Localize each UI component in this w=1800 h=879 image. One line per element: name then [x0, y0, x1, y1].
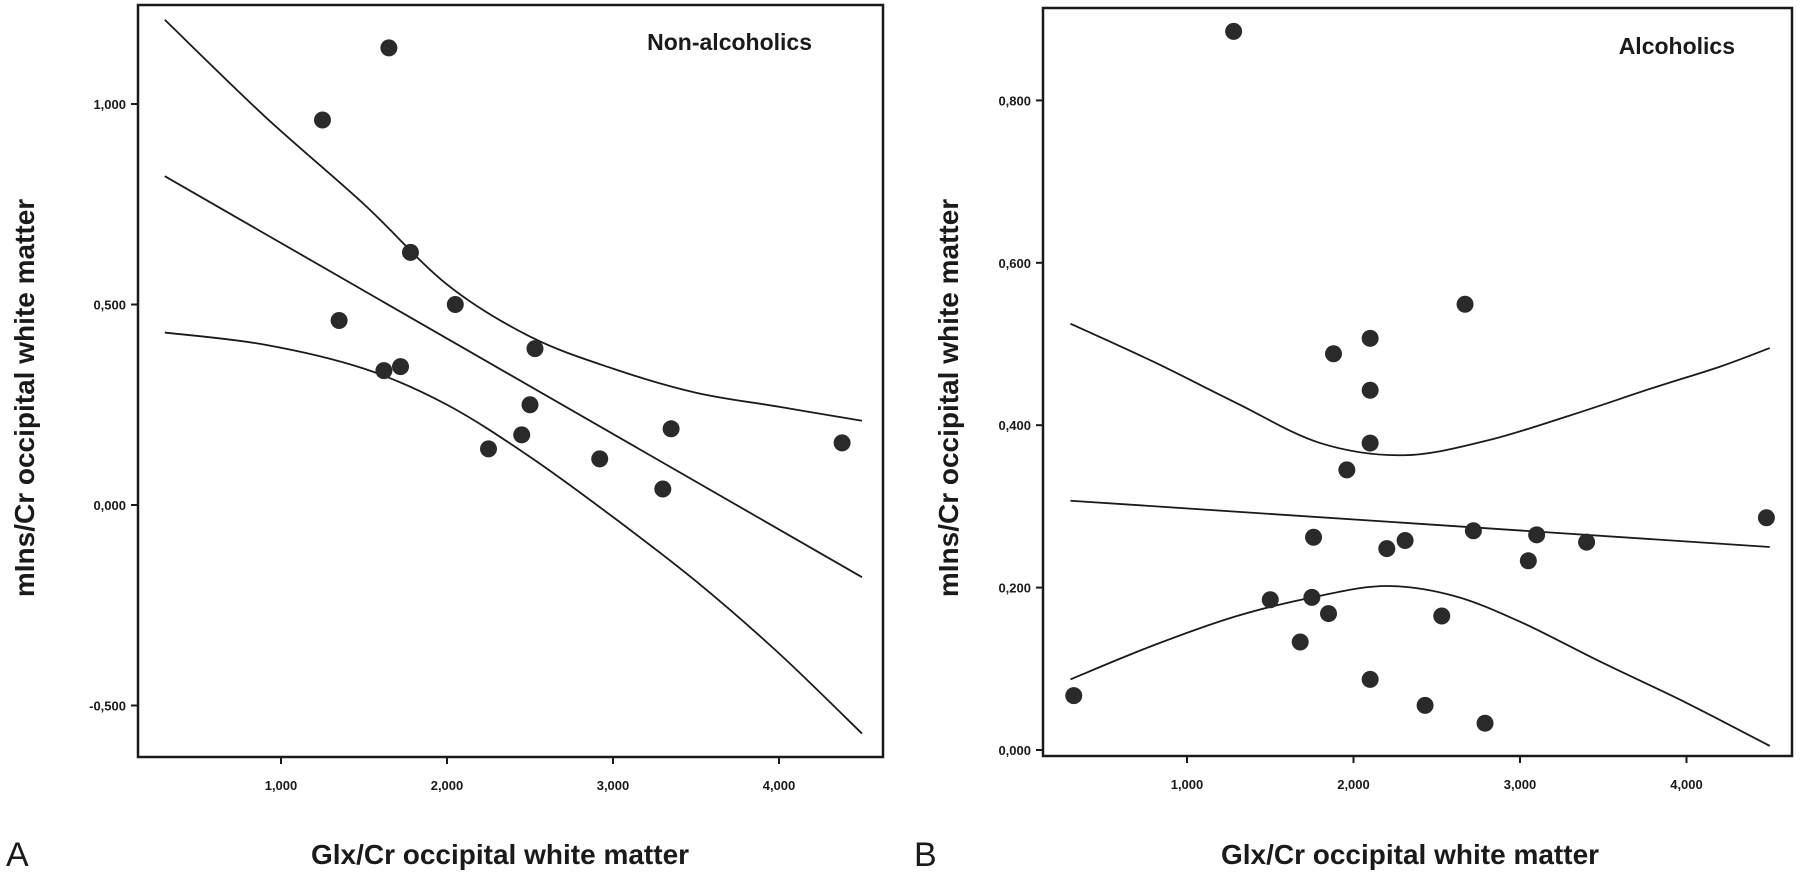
panel-a-y-tick-label: 0,000: [93, 498, 126, 513]
panel-b-data-point: [1261, 591, 1279, 609]
panel-b-data-point: [1416, 696, 1434, 714]
panel-b-y-tick-label: 0,000: [998, 743, 1031, 758]
panel-a-data-point: [314, 111, 331, 129]
panel-b-y-tick-label: 0,800: [998, 93, 1031, 108]
plot-frame-a: [136, 3, 885, 759]
panel-b-data-point: [1757, 509, 1775, 527]
panel-b-y-tick-label: 0,600: [998, 256, 1031, 271]
panel-b-data-point: [1320, 605, 1338, 623]
panel-a-x-tick-label: 3,000: [597, 778, 630, 793]
panel-a-y-tick-label: -0,500: [89, 699, 126, 714]
panel-b-data-point: [1396, 532, 1414, 550]
panel-b-data-point: [1291, 633, 1309, 651]
panel-b-data-point: [1338, 461, 1356, 479]
panel-a-data-point: [375, 362, 393, 380]
panel-a-data-point: [662, 420, 680, 438]
panel-b-alcoholics: Alcoholics mIns/Cr occipital white matte…: [914, 6, 1794, 874]
panel-a-data-point: [521, 396, 539, 414]
panel-b-data-point: [1361, 670, 1379, 688]
plot-frame-b: [1041, 6, 1794, 758]
panel-b-x-tick-label: 1,000: [1171, 777, 1204, 792]
panel-b-x-tick-label: 4,000: [1670, 777, 1703, 792]
panel-b-title: Alcoholics: [1619, 33, 1735, 59]
panel-b-data-point: [1456, 295, 1474, 313]
panel-b-data-point: [1361, 381, 1379, 399]
panel-b-ci-lower-curve: [1070, 585, 1771, 747]
panel-b-data-point: [1476, 714, 1494, 732]
panel-b-y-axis-label: mIns/Cr occipital white matter: [933, 199, 964, 597]
panel-b-data-point: [1225, 22, 1243, 40]
panel-b-data-point: [1305, 528, 1323, 546]
panel-b-label: B: [914, 836, 937, 874]
panel-a-title: Non-alcoholics: [647, 29, 812, 55]
panel-b-y-tick-label: 0,200: [998, 581, 1031, 596]
panel-b-data-point: [1578, 533, 1596, 551]
panel-b-data-point: [1361, 434, 1379, 452]
panel-a-data-point: [446, 296, 464, 313]
panel-b-ci-upper-curve: [1070, 322, 1771, 457]
panel-a-ci-lower-curve: [164, 331, 863, 735]
panel-b-x-tick-label: 3,000: [1504, 777, 1537, 792]
panel-b-data-point: [1433, 607, 1451, 625]
panel-b-x-axis-label: Glx/Cr occipital white matter: [1221, 839, 1599, 870]
panel-b-data-point: [1303, 588, 1321, 606]
panel-b-data-point: [1519, 552, 1537, 570]
panel-b-data-point: [1325, 345, 1343, 363]
panel-a-x-tick-label: 4,000: [763, 778, 796, 793]
panel-a-data-point: [392, 358, 410, 376]
panel-a-ci-upper-curve: [164, 19, 863, 422]
panel-b-marks: 1,000 2,000 3,000 4,000 0,000 0,200 0,400 0,600…: [998, 22, 1775, 792]
panel-a-data-point: [401, 243, 419, 261]
panel-a-x-tick-label: 2,000: [431, 778, 464, 793]
panel-a-regression-line: [164, 175, 863, 578]
panel-b-data-point: [1361, 329, 1379, 347]
panel-a-data-point: [330, 312, 348, 330]
panel-a-data-point: [833, 434, 851, 452]
panel-a-data-point: [654, 480, 672, 498]
panel-a-data-point: [380, 39, 398, 57]
panel-a-x-axis-label: Glx/Cr occipital white matter: [311, 839, 689, 870]
panel-a-y-axis-label: mIns/Cr occipital white matter: [9, 199, 40, 597]
panel-a-y-tick-label: 1,000: [93, 97, 126, 112]
panel-a-data-point: [591, 450, 609, 468]
panel-a-marks: 1,000 2,000 3,000 4,000 -0,500 0,000 0,500 1,00…: [89, 19, 863, 793]
panel-a-x-tick-label: 1,000: [265, 778, 298, 793]
panel-b-data-point: [1464, 522, 1482, 540]
panel-a-y-tick-label: 0,500: [93, 298, 126, 313]
panel-b-x-tick-label: 2,000: [1337, 777, 1370, 792]
panel-a-non-alcoholics: Non-alcoholics mIns/Cr occipital white m…: [6, 3, 885, 874]
panel-b-data-point: [1378, 540, 1396, 558]
panel-b-y-tick-label: 0,400: [998, 418, 1031, 433]
panel-a-label: A: [6, 836, 29, 874]
panel-a-data-point: [480, 440, 497, 458]
panel-a-data-point: [513, 426, 531, 444]
panel-a-data-point: [526, 340, 544, 358]
panel-b-data-point: [1065, 687, 1083, 705]
panel-b-regression-line: [1070, 499, 1770, 548]
panel-b-data-point: [1528, 526, 1546, 544]
